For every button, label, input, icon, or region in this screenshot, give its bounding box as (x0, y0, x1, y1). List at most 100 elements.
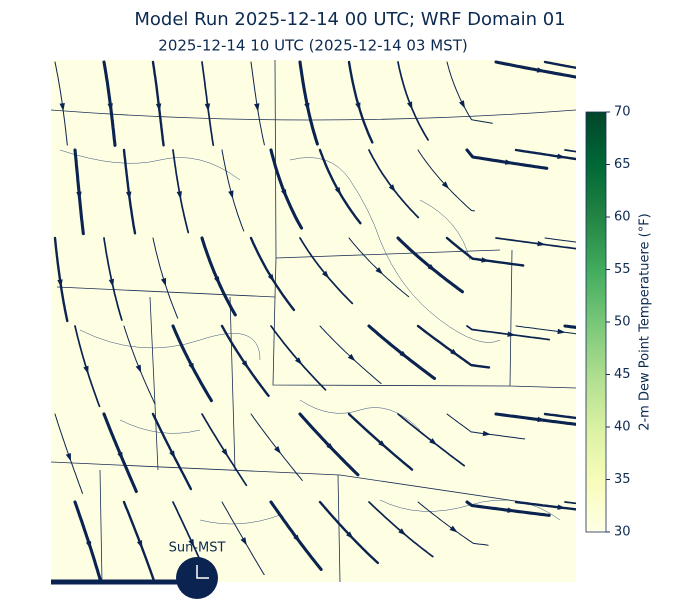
colorbar-tick-label: 35 (614, 472, 631, 487)
streamline (122, 500, 156, 582)
stream-arrow (169, 450, 176, 459)
stream-arrow (240, 537, 247, 546)
streamline (201, 61, 215, 147)
stream-arrow (429, 438, 438, 446)
streamline (201, 413, 248, 487)
streamline (515, 325, 576, 335)
stream-arrow (606, 504, 614, 509)
stream-arrow (241, 360, 249, 369)
streamline (250, 61, 265, 146)
streamline (123, 325, 156, 405)
stream-arrow (267, 273, 275, 283)
stream-arrow (427, 264, 436, 272)
stream-arrow (537, 416, 546, 423)
streamline (318, 148, 362, 225)
stream-arrow (281, 189, 287, 198)
streamline (270, 325, 327, 391)
streamline (152, 237, 179, 319)
stream-arrow (326, 443, 334, 451)
streamline (514, 148, 576, 161)
streamline (367, 324, 437, 381)
colorbar-tick-label: 70 (614, 105, 631, 120)
stream-arrow (441, 181, 450, 190)
streamline (564, 149, 576, 153)
streamline (416, 324, 491, 369)
stream-arrow (378, 440, 387, 448)
stream-arrow (399, 350, 408, 358)
streamline (368, 501, 434, 558)
colorbar-label: 2-m Dew Point Temperatuere (°F) (638, 213, 653, 431)
stream-arrow (293, 534, 301, 543)
map-background (51, 60, 576, 582)
streamline (269, 500, 323, 571)
streamline (299, 237, 354, 305)
streamline (543, 60, 576, 69)
stream-arrow (322, 270, 330, 279)
streamline (249, 236, 296, 312)
stream-arrow (65, 452, 71, 462)
streamline (347, 412, 414, 471)
streamline (544, 237, 576, 243)
streamline (396, 236, 464, 294)
stream-arrow (398, 528, 407, 536)
stream-arrow (59, 103, 65, 112)
streamlines (53, 60, 614, 582)
timeline-label: Sun-MST (169, 541, 226, 556)
stream-arrow (188, 538, 195, 548)
colorbar-ticks: 30 35 40 45 50 55 60 65 70 (606, 105, 631, 540)
streamline (73, 500, 103, 582)
streamline (73, 148, 85, 236)
streamline (465, 148, 549, 170)
stream-arrow (482, 430, 491, 437)
colorbar-tick-label: 50 (614, 315, 631, 330)
streamline (200, 236, 237, 317)
streamline (220, 324, 270, 397)
streamline (446, 61, 493, 124)
streamline (74, 325, 101, 408)
streamline (495, 237, 576, 250)
stream-arrow (83, 365, 89, 375)
stream-arrow (536, 67, 546, 73)
stream-arrow (176, 191, 182, 200)
stream-arrow (375, 267, 384, 275)
stream-arrow (449, 525, 458, 533)
streamline (318, 500, 379, 565)
stream-arrow (85, 540, 92, 550)
streamline (514, 500, 576, 511)
streamline (298, 60, 319, 146)
streamline (466, 325, 551, 341)
map (51, 60, 614, 582)
streamline (53, 236, 69, 323)
streamline (102, 412, 138, 494)
colorbar-tick-label: 45 (614, 367, 631, 382)
streamline (103, 237, 123, 321)
stream-arrow (160, 277, 167, 287)
stream-arrow (108, 278, 115, 288)
streamline (564, 501, 576, 505)
streamline (348, 237, 410, 298)
stream-arrow (557, 504, 566, 510)
stream-arrow (406, 101, 413, 110)
streamline (347, 60, 374, 144)
state-borders (51, 60, 576, 582)
streamline (397, 61, 429, 141)
stream-arrow (537, 240, 546, 247)
stream-arrow (334, 187, 342, 196)
colorbar-tick-label: 60 (614, 210, 631, 225)
title: Model Run 2025-12-14 00 UTC; WRF Domain … (134, 9, 565, 30)
stream-arrow (126, 191, 132, 200)
stream-arrow (188, 362, 195, 372)
stream-arrow (586, 67, 594, 72)
stream-arrow (504, 159, 514, 165)
stream-arrow (274, 446, 282, 454)
stream-arrow (304, 102, 310, 112)
stream-arrow (295, 357, 303, 365)
stream-arrow (459, 100, 466, 109)
clock-hands (196, 565, 209, 579)
streamline (563, 324, 576, 329)
stream-arrow (117, 451, 123, 461)
stream-arrow (135, 364, 142, 373)
stream-arrow (76, 191, 82, 200)
stream-arrow (388, 184, 396, 193)
